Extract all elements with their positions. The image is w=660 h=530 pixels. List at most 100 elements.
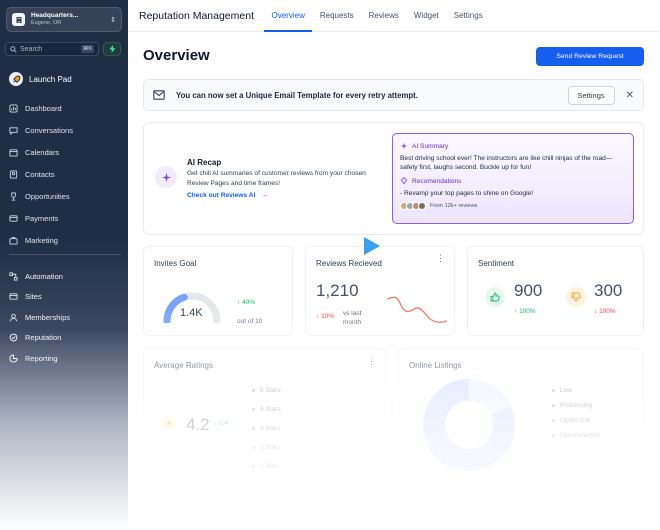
page-title: Overview: [143, 47, 210, 64]
announcement-banner: You can now set a Unique Email Template …: [143, 79, 644, 111]
legend-dot: [552, 389, 555, 392]
nav-item-conversations[interactable]: Conversations: [9, 119, 121, 141]
legend-dot: [552, 419, 555, 422]
legend-item: Disconnected: [552, 432, 599, 447]
star-icon: ★: [161, 415, 177, 431]
contacts-icon: [9, 169, 18, 179]
recap-title: AI Recap: [187, 158, 222, 167]
legend-dot: [552, 434, 555, 437]
tab-bar: Overview Requests Reviews Widget Setting…: [264, 0, 490, 32]
nav-item-reputation[interactable]: Reputation: [9, 328, 121, 349]
lightbulb-icon: [400, 177, 408, 184]
nav-item-payments[interactable]: Payments: [9, 207, 121, 229]
legend-dot: [552, 404, 555, 407]
arrow-up-icon: ↑: [237, 299, 243, 306]
nav-item-marketing[interactable]: Marketing: [9, 229, 121, 251]
invites-value: 1.4K: [180, 307, 203, 319]
nav-label: Opportunities: [25, 191, 70, 201]
nav-item-reporting[interactable]: Reporting: [9, 348, 121, 369]
launchpad-link[interactable]: Launch Pad: [9, 72, 72, 86]
positive-change: ↑ 100%: [514, 308, 536, 315]
nav-label: Reporting: [25, 353, 58, 363]
average-rating-value: 4.2: [186, 415, 210, 434]
rating-dot: [252, 446, 255, 449]
nav-item-memberships[interactable]: Memberships: [9, 307, 121, 328]
card-title: Online Listings: [409, 361, 462, 370]
search-icon: [10, 45, 17, 53]
invites-change-value: 40%: [242, 299, 256, 306]
rating-label: 4 Stars: [260, 406, 281, 413]
listings-legend: Live Processing Opted Out Disconnected: [552, 387, 599, 447]
rating-dot: [252, 389, 255, 392]
close-icon[interactable]: ✕: [625, 89, 634, 101]
nav-item-calendars[interactable]: Calendars: [9, 141, 121, 163]
location-switcher[interactable]: Headquarters... Eugene, OR ⇕: [6, 7, 122, 32]
reviews-ai-link[interactable]: Check out Reviews AI →: [187, 192, 268, 199]
quick-action-button[interactable]: [103, 42, 121, 56]
reviewer-avatars: [400, 202, 426, 210]
rating-dot: [252, 408, 255, 411]
play-icon[interactable]: [360, 235, 382, 257]
more-vertical-icon[interactable]: ⋮: [367, 356, 376, 366]
nav-item-automation[interactable]: Automation: [9, 266, 121, 287]
card-title: Sentiment: [478, 259, 515, 268]
search-shortcut: ⌘K: [80, 45, 94, 53]
nav-label: Payments: [25, 213, 59, 223]
rating-row: 3 Stars: [252, 419, 377, 438]
tab-settings[interactable]: Settings: [453, 11, 483, 20]
sparkle-icon: [155, 166, 177, 188]
nav-label: Automation: [25, 271, 63, 281]
tab-overview[interactable]: Overview: [264, 0, 313, 32]
nav-label: Calendars: [25, 147, 60, 157]
negative-count: 300: [594, 281, 623, 300]
dashboard-icon: [9, 103, 18, 113]
search-input[interactable]: Search ⌘K: [5, 42, 99, 56]
tab-reviews[interactable]: Reviews: [368, 11, 399, 20]
card-title: Invites Goal: [154, 259, 197, 268]
banner-settings-button[interactable]: Settings: [567, 85, 615, 105]
sites-icon: [9, 293, 18, 300]
avatar: [418, 202, 426, 210]
rating-label: 2 Stars: [260, 444, 281, 451]
invites-goal-card: Invites Goal 1.4K ↑ 40% out of 10: [143, 246, 293, 336]
sentiment-card: Sentiment 900 ↑ 100% 300 ↓ 100%: [467, 246, 644, 336]
mail-icon: [153, 90, 165, 100]
calendar-icon: [9, 148, 18, 157]
legend-label: Processing: [560, 402, 593, 409]
send-review-request-button[interactable]: Send Review Request: [536, 47, 644, 66]
reputation-icon: [9, 333, 18, 342]
rating-label: 1 Star: [260, 463, 278, 470]
nav-item-sites[interactable]: Sites: [9, 287, 121, 308]
secondary-nav: Automation Sites Memberships Reputation …: [9, 266, 121, 369]
top-bar: Reputation Management Overview Requests …: [128, 0, 660, 32]
legend-label: Disconnected: [560, 432, 600, 439]
nav-item-dashboard[interactable]: Dashboard: [9, 97, 121, 119]
invites-out-of: out of 10: [237, 318, 263, 325]
negative-change: ↓ 100%: [594, 308, 616, 315]
online-listings-card: Online Listings Live Processing Opted Ou…: [398, 348, 644, 508]
average-ratings-card: Average Ratings ⋮ ★ 4.2 ↑ 0.4 5 Stars 4 S…: [143, 348, 386, 508]
legend-item: Processing: [552, 402, 599, 417]
reviews-compare: vs last month: [343, 310, 362, 326]
tab-widget[interactable]: Widget: [413, 11, 439, 20]
launchpad-label: Launch Pad: [29, 74, 72, 84]
thumbs-down-icon: [566, 287, 586, 307]
rating-row: 4 Stars: [252, 400, 377, 419]
sidebar: Headquarters... Eugene, OR ⇕ Search ⌘K L…: [0, 0, 128, 530]
legend-label: Live: [560, 387, 572, 394]
ai-summary-label: AI Summary: [412, 142, 449, 150]
nav-divider: [9, 254, 121, 255]
legend-label: Opted Out: [560, 417, 590, 424]
reviews-ai-link-label: Check out Reviews AI: [187, 192, 256, 199]
nav-item-opportunities[interactable]: Opportunities: [9, 185, 121, 207]
average-rating-change: ↑ 0.4: [214, 420, 228, 427]
nav-item-contacts[interactable]: Contacts: [9, 163, 121, 185]
tab-requests[interactable]: Requests: [319, 11, 354, 20]
reporting-icon: [9, 354, 18, 363]
nav-label: Contacts: [25, 169, 55, 179]
members-icon: [9, 313, 18, 321]
nav-label: Reputation: [25, 333, 62, 343]
more-vertical-icon[interactable]: ⋮: [436, 253, 445, 263]
location-address: Eugene, OR: [31, 20, 62, 26]
nav-label: Marketing: [25, 235, 58, 245]
